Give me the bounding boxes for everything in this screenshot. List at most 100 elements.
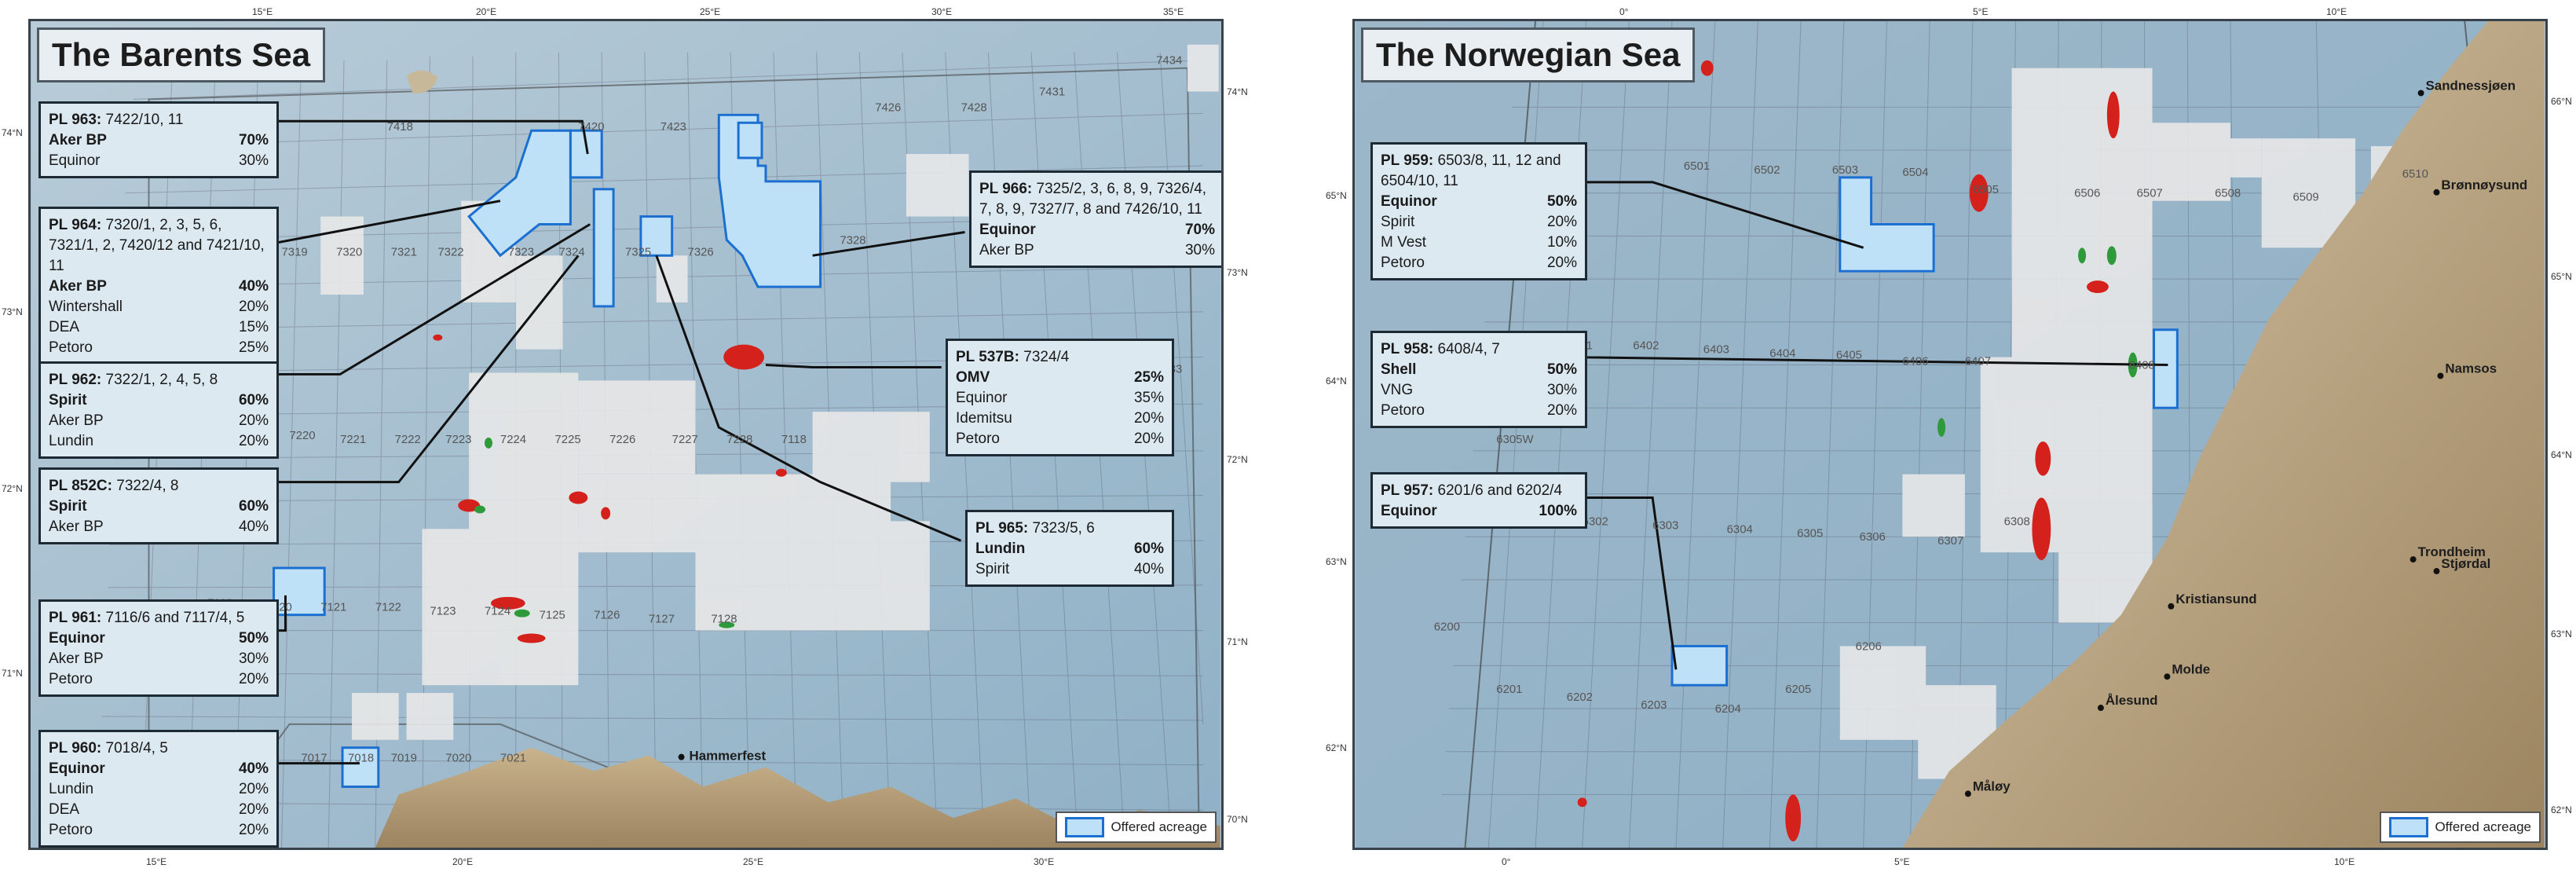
license-blocks: 7325/2, 3, 6, 8, 9, 7326/4, 7, 8, 9, 732…: [979, 181, 1207, 218]
partner-row: Equinor 35%: [956, 388, 1164, 409]
block-number: 7128: [711, 614, 737, 626]
share-percent: 20%: [1546, 214, 1577, 230]
share-percent: 40%: [238, 518, 269, 535]
block-number: 6202: [1567, 691, 1593, 704]
block-number: 6402: [1633, 340, 1659, 353]
license-blocks: 7323/5, 6: [1028, 520, 1095, 537]
license-box[interactable]: PL 537B: 7324/4 OMV 25% Equinor 35% Idemitsu 2…: [946, 339, 1174, 456]
barents-sea-map[interactable]: 7418742074237426742874317434733473167317…: [28, 19, 1224, 850]
license-heading: PL 963: 7422/10, 11: [49, 110, 269, 130]
license-box[interactable]: PL 963: 7422/10, 11 Aker BP 70% Equinor 30%: [38, 101, 279, 178]
license-blocks: 6201/6 and 6202/4: [1433, 482, 1563, 499]
block-number: 6206: [1856, 640, 1882, 653]
share-percent: 60%: [238, 498, 269, 515]
longitude-label: 25°E: [743, 856, 764, 867]
license-box[interactable]: PL 966: 7325/2, 3, 6, 8, 9, 7326/4, 7, 8…: [969, 170, 1221, 268]
license-box[interactable]: PL 965: 7323/5, 6 Lundin 60% Spirit 40%: [965, 510, 1174, 587]
operator-row: Aker BP 40%: [49, 277, 269, 297]
latitude-label: 62°N: [2551, 804, 2572, 815]
latitude-label: 65°N: [2551, 271, 2572, 282]
longitude-label: 5°E: [1973, 6, 1989, 17]
company-name: Aker BP: [49, 518, 104, 535]
share-percent: 20%: [1546, 402, 1577, 419]
latitude-label: 74°N: [1227, 86, 1248, 97]
license-blocks: 6408/4, 7: [1433, 341, 1500, 357]
license-box[interactable]: PL 962: 7322/1, 2, 4, 5, 8 Spirit 60% Aker …: [38, 361, 279, 459]
block-number: 6505: [1973, 184, 1999, 196]
partner-row: Wintershall 20%: [49, 297, 269, 317]
block-number: 6307: [1937, 535, 1963, 548]
company-name: DEA: [49, 319, 80, 335]
license-number: PL 965:: [975, 520, 1029, 537]
block-number: 6405: [1836, 350, 1862, 362]
share-percent: 30%: [1184, 242, 1215, 258]
share-percent: 40%: [1133, 561, 1164, 577]
partner-row: Aker BP 30%: [49, 649, 269, 669]
partner-row: Petoro 20%: [49, 820, 269, 841]
oil-discoveries: [1577, 60, 2120, 842]
share-percent: 50%: [1546, 361, 1577, 378]
share-percent: 100%: [1539, 503, 1577, 519]
share-percent: 30%: [1546, 382, 1577, 398]
license-box[interactable]: PL 957: 6201/6 and 6202/4 Equinor 100%: [1370, 472, 1587, 529]
latitude-label: 74°N: [2, 127, 23, 138]
license-blocks: 6503/8, 11, 12 and 6504/10, 11: [1381, 152, 1561, 189]
town-label: Namsos: [2445, 361, 2497, 376]
partner-row: Petoro 20%: [49, 669, 269, 690]
block-number: 7227: [672, 434, 698, 446]
license-box[interactable]: PL 964: 7320/1, 2, 3, 5, 6, 7321/1, 2, 7…: [38, 207, 279, 365]
legend-label: Offered acreage: [2435, 819, 2531, 834]
block-number: 6201: [1496, 683, 1522, 696]
block-number: 6305W: [1496, 434, 1534, 446]
block-number: 7021: [500, 753, 526, 765]
latitude-label: 71°N: [1227, 636, 1248, 647]
license-box[interactable]: PL 958: 6408/4, 7 Shell 50% VNG 30% Petoro 20%: [1370, 331, 1587, 428]
offered-acreage-swatch: [1065, 817, 1105, 837]
block-number: 7328: [840, 234, 865, 247]
license-blocks: 7322/4, 8: [112, 478, 179, 494]
share-percent: 30%: [238, 650, 269, 667]
block-number: 7224: [500, 434, 526, 446]
license-box[interactable]: PL 961: 7116/6 and 7117/4, 5 Equinor 50% Ak…: [38, 599, 279, 697]
share-percent: 50%: [238, 630, 269, 647]
norwegian-sea-map[interactable]: 6501 6502 6503 6504 6505 6506 6507 6508 6509 6510…: [1352, 19, 2548, 850]
operator-row: Equinor 50%: [49, 628, 269, 649]
block-number: 7223: [445, 434, 471, 446]
longitude-label: 15°E: [252, 6, 273, 17]
share-percent: 70%: [238, 132, 269, 148]
share-percent: 10%: [1546, 234, 1577, 251]
town-label: Hammerfest: [690, 749, 767, 764]
town-label: Stjørdal: [2441, 556, 2490, 571]
legend: Offered acreage: [2380, 812, 2541, 843]
share-percent: 25%: [238, 339, 269, 356]
license-number: PL 957:: [1381, 482, 1434, 499]
block-number: 7220: [289, 430, 315, 442]
longitude-label: 15°E: [146, 856, 167, 867]
license-number: PL 958:: [1381, 341, 1434, 357]
latitude-label: 63°N: [1326, 556, 1347, 567]
latitude-label: 64°N: [1326, 376, 1347, 387]
share-percent: 60%: [1133, 540, 1164, 557]
share-percent: 15%: [238, 319, 269, 335]
partner-row: Lundin 20%: [49, 431, 269, 452]
gas-discoveries: [1937, 246, 2138, 437]
company-name: Wintershall: [49, 299, 123, 315]
company-name: Aker BP: [49, 650, 104, 667]
license-heading: PL 959: 6503/8, 11, 12 and 6504/10, 11: [1381, 151, 1577, 192]
block-number: 6200: [1434, 621, 1460, 634]
license-blocks: 7116/6 and 7117/4, 5: [101, 610, 245, 626]
share-percent: 70%: [1184, 222, 1215, 238]
license-box[interactable]: PL 852C: 7322/4, 8 Spirit 60% Aker BP 40%: [38, 467, 279, 544]
license-box[interactable]: PL 960: 7018/4, 5 Equinor 40% Lundin 20% DEA 2…: [38, 730, 279, 848]
share-percent: 35%: [1133, 390, 1164, 406]
license-number: PL 959:: [1381, 152, 1434, 169]
license-number: PL 964:: [49, 217, 102, 233]
block-number: 7322: [437, 246, 463, 258]
share-percent: 20%: [238, 801, 269, 818]
block-number: 7221: [340, 434, 366, 446]
company-name: Petoro: [956, 431, 1000, 447]
block-number: 7319: [282, 246, 308, 258]
legend-label: Offered acreage: [1111, 819, 1207, 834]
map-title: The Norwegian Sea: [1361, 27, 1696, 82]
license-box[interactable]: PL 959: 6503/8, 11, 12 and 6504/10, 11 Eq…: [1370, 142, 1587, 280]
